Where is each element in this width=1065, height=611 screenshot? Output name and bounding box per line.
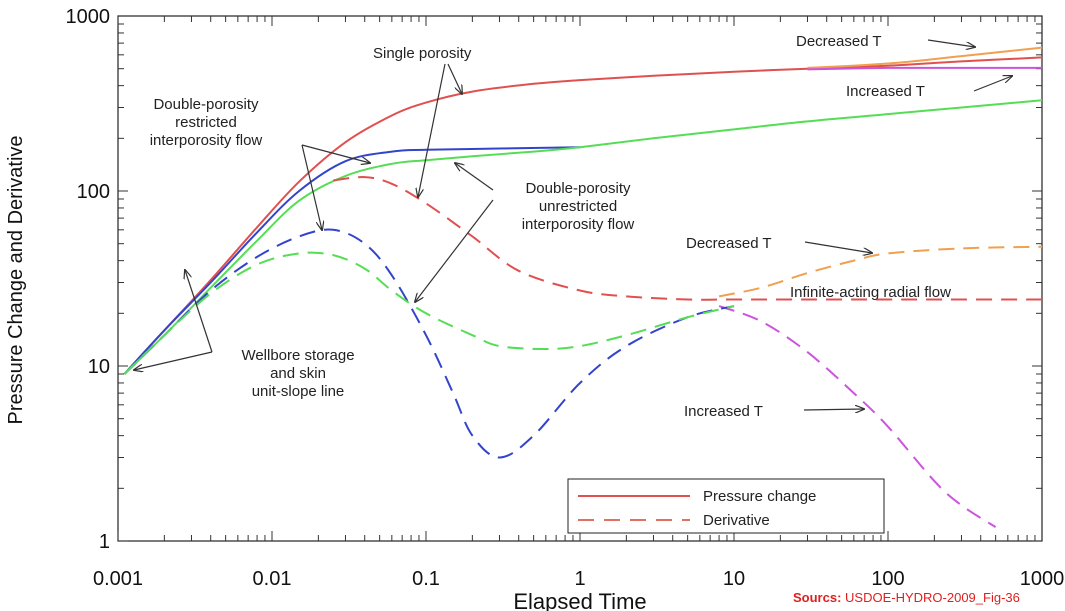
y-axis-label: Pressure Change and Derivative (5, 135, 27, 424)
minor-ticks (117, 16, 1042, 542)
y-tick-labels: 1 10 100 1000 (66, 6, 111, 553)
arrow-wellbore-a (185, 270, 213, 353)
series-line-8 (123, 228, 735, 459)
arrow-restricted-b (301, 144, 322, 230)
annotation-increased-t-bottom: Increased T (684, 403, 763, 420)
legend-box (567, 478, 885, 534)
series-line-7 (718, 305, 997, 528)
series-line-1 (807, 46, 1043, 69)
x-tick-label: 0.1 (412, 568, 440, 590)
annotation-decreased-t-bottom: Decreased T (686, 235, 772, 252)
annotation-increased-t-top: Increased T (846, 83, 925, 100)
x-tick-label: 100 (871, 568, 904, 590)
series-line-2 (807, 66, 1042, 71)
annotation-decreased-t-top: Decreased T (796, 33, 882, 50)
annotation-double-porosity-restricted: Double-porosity restricted interporosity f… (150, 96, 263, 149)
arrow-decreased-t-top (927, 39, 975, 47)
y-tick-label: 1 (99, 531, 110, 553)
x-tick-labels: 0.001 0.01 0.1 1 10 100 1000 (93, 568, 1064, 590)
annotation-double-porosity-unrestricted: Double-porosity unrestricted interporosity… (522, 180, 635, 233)
annotations: Decreased T Single porosity Increased T … (150, 33, 951, 420)
series-line-6 (718, 245, 1043, 298)
series-line-4 (123, 99, 1043, 375)
arrow-unrestricted-b (415, 199, 494, 302)
annotation-wellbore-storage: Wellbore storage and skin unit-slope line (241, 347, 354, 400)
x-tick-label: 0.01 (253, 568, 292, 590)
legend-label-derivative: Derivative (703, 512, 770, 529)
arrow-increased-t-top (973, 76, 1012, 92)
series-layer (123, 46, 1043, 528)
arrow-unrestricted-a (455, 163, 494, 191)
arrow-single-porosity-a (447, 63, 462, 94)
y-tick-label: 100 (77, 181, 110, 203)
series-line-3 (123, 146, 581, 375)
x-tick-label: 1000 (1020, 568, 1065, 590)
x-tick-label: 0.001 (93, 568, 143, 590)
source-label: Sourcs: (793, 590, 842, 605)
source-credit: Sourcs: USDOE-HYDRO-2009_Fig-36 (793, 590, 1020, 605)
arrow-decreased-t-bottom (804, 241, 872, 253)
source-text: USDOE-HYDRO-2009_Fig-36 (841, 590, 1020, 605)
arrow-single-porosity-b (418, 63, 446, 197)
arrow-increased-t-bottom (803, 409, 864, 410)
series-line-0 (123, 56, 1043, 375)
y-tick-label: 10 (88, 356, 110, 378)
legend: Pressure change Derivative (567, 478, 885, 534)
x-tick-label: 10 (723, 568, 745, 590)
x-tick-label: 1 (574, 568, 585, 590)
series-line-9 (123, 251, 735, 375)
arrow-wellbore-b (134, 351, 213, 370)
y-tick-label: 1000 (66, 6, 111, 28)
annotation-arrows (134, 39, 1012, 410)
x-axis-label: Elapsed Time (513, 589, 646, 611)
legend-label-pressure-change: Pressure change (703, 488, 816, 505)
series-line-5 (333, 176, 1042, 301)
annotation-infinite-acting-radial-flow: Infinite-acting radial flow (790, 284, 951, 301)
plot-area (117, 15, 1043, 542)
annotation-single-porosity: Single porosity (373, 45, 472, 62)
arrow-restricted-a (301, 144, 370, 163)
